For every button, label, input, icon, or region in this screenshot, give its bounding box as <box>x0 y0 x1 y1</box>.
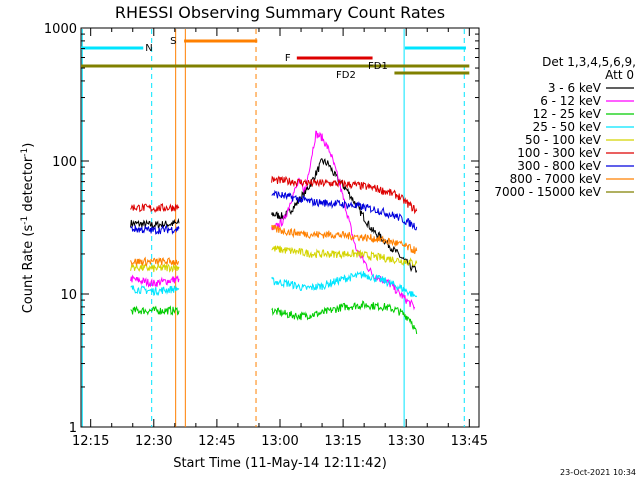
legend-label-12-25-kev: 12 - 25 keV <box>533 107 602 121</box>
legend-label-6-12-kev: 6 - 12 keV <box>540 94 602 108</box>
legend-header-attenuator: Att 0 <box>605 68 634 82</box>
x-tick-label-13-00: 13:00 <box>261 434 298 449</box>
series-3-6-kev-seg-1 <box>130 217 180 229</box>
chart-title: RHESSI Observing Summary Count Rates <box>115 3 445 22</box>
legend-label-25-50-kev: 25 - 50 keV <box>533 120 602 134</box>
legend-header-detectors: Det 1,3,4,5,6,9, <box>542 55 636 69</box>
x-tick-label-13-45: 13:45 <box>451 434 488 449</box>
x-tick-label-13-15: 13:15 <box>324 434 361 449</box>
series-100-300-kev-seg-2 <box>271 175 418 215</box>
flag-label-fd2: FD2 <box>336 70 356 81</box>
x-tick-label-12-30: 12:30 <box>135 434 172 449</box>
y-axis-label-sup1: -1 <box>20 216 30 225</box>
y-tick-label-100: 100 <box>52 155 77 170</box>
legend-label-300-800-kev: 300 - 800 keV <box>517 159 601 173</box>
y-tick-label-10: 10 <box>60 288 77 303</box>
legend-label-800-7000-kev: 800 - 7000 keV <box>510 172 602 186</box>
series-100-300-kev-seg-1 <box>130 202 180 213</box>
series-6-12-kev-seg-1 <box>130 274 180 288</box>
vertical-markers <box>81 29 465 427</box>
series-25-50-kev-seg-1 <box>130 285 180 297</box>
y-tick-label-1000: 1000 <box>44 22 77 37</box>
y-axis-label: Count Rate (s-1 detector-1) <box>20 143 36 314</box>
series-800-7000-kev-seg-1 <box>130 256 179 267</box>
series-50-100-kev-seg-2 <box>271 245 418 266</box>
x-axis-label: Start Time (11-May-14 12:11:42) <box>173 456 387 471</box>
flag-bars: N S F FD1 FD2 <box>81 36 470 81</box>
generation-date: 23-Oct-2021 10:34 <box>560 468 636 477</box>
x-tick-label-12-45: 12:45 <box>198 434 235 449</box>
series-800-7000-kev-seg-2 <box>271 224 418 255</box>
series-300-800-kev-seg-2 <box>271 189 418 231</box>
y-axis-label-sup2: -1 <box>20 148 30 157</box>
flag-label-f: F <box>285 53 291 64</box>
y-axis-label-main: Count Rate (s <box>21 225 36 314</box>
flag-label-s: S <box>170 36 176 47</box>
legend-label-3-6-kev: 3 - 6 keV <box>548 81 602 95</box>
series-300-800-kev-seg-1 <box>130 224 180 235</box>
flag-label-n: N <box>145 43 152 54</box>
x-axis-ticks: 12:15 12:30 12:45 13:00 13:15 13:30 13:45 <box>72 28 488 449</box>
series-12-25-kev-seg-1 <box>130 305 180 316</box>
flag-label-fd1: FD1 <box>368 61 388 72</box>
legend-label-100-300-kev: 100 - 300 keV <box>517 146 601 160</box>
series-lines <box>130 130 418 335</box>
series-12-25-kev-seg-2 <box>271 300 418 335</box>
x-tick-label-13-30: 13:30 <box>387 434 424 449</box>
legend-label-7000-15000-kev: 7000 - 15000 keV <box>494 185 601 199</box>
series-25-50-kev-seg-2 <box>271 270 418 298</box>
y-tick-label-1: 1 <box>69 421 77 436</box>
y-axis-label-end: ) <box>21 143 36 148</box>
series-50-100-kev-seg-1 <box>130 262 180 273</box>
x-tick-label-12-15: 12:15 <box>72 434 109 449</box>
legend-label-50-100-kev: 50 - 100 keV <box>525 133 602 147</box>
series-3-6-kev-seg-2 <box>271 158 418 273</box>
y-axis-ticks: 1 10 100 1000 <box>44 22 479 436</box>
y-axis-label-mid: detector <box>21 156 36 216</box>
